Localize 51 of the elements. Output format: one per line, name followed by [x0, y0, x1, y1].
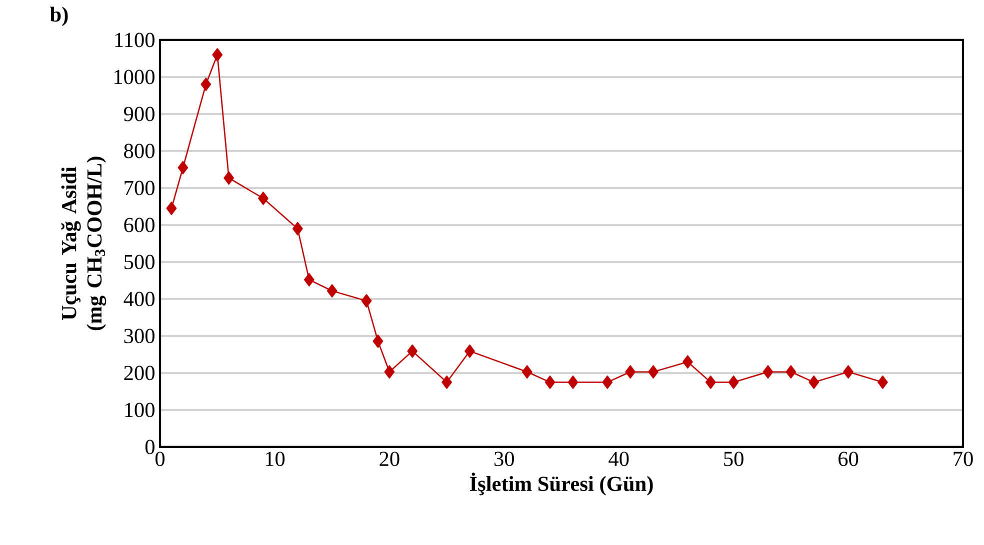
- point: [464, 344, 475, 358]
- y-tick-label: 1100: [115, 32, 154, 48]
- point: [625, 365, 636, 379]
- point: [326, 284, 338, 298]
- x-tick-label: 60: [838, 452, 858, 466]
- y-tick-label: 700: [124, 180, 154, 196]
- point: [200, 78, 212, 92]
- point: [292, 222, 303, 236]
- x-tick-label: 30: [494, 452, 514, 466]
- point: [522, 365, 532, 379]
- y-tick-label: 500: [124, 254, 154, 270]
- text: b): [50, 6, 68, 26]
- x-tick-label: 70: [954, 452, 973, 466]
- x-tick-label: 50: [724, 452, 744, 466]
- x-tick-label: 10: [266, 452, 285, 466]
- point: [682, 355, 693, 369]
- y-tick-label: 100: [125, 402, 154, 418]
- point: [212, 48, 223, 62]
- point: [166, 202, 177, 216]
- point: [705, 376, 716, 389]
- y-tick-label: 300: [124, 328, 154, 344]
- x-axis-title: İşletim Süresi (Gün): [470, 472, 653, 496]
- point: [178, 160, 188, 174]
- x-tick-label: 20: [380, 452, 400, 466]
- point: [602, 376, 613, 389]
- y-tick-label: 900: [124, 106, 154, 122]
- x-tick-label: 0: [155, 452, 165, 466]
- point: [544, 376, 556, 389]
- point: [786, 365, 796, 379]
- point: [361, 294, 372, 308]
- point: [728, 376, 739, 389]
- point: [808, 376, 820, 389]
- y-tick-label: 400: [124, 292, 154, 306]
- point: [568, 376, 578, 389]
- y-tick-label: 1000: [114, 70, 154, 84]
- y-tick-label: 0: [145, 440, 154, 454]
- point: [372, 334, 384, 348]
- point: [304, 273, 314, 286]
- point: [762, 365, 774, 379]
- point: [442, 376, 452, 389]
- y-tick-label: 200: [124, 366, 154, 380]
- point: [258, 192, 268, 206]
- point: [407, 344, 418, 358]
- point: [648, 365, 658, 379]
- point: [384, 365, 395, 379]
- point: [878, 376, 888, 389]
- x-tick-label: 40: [608, 452, 629, 466]
- y-tick-label: 800: [124, 144, 154, 158]
- y-tick-label: 600: [124, 218, 154, 232]
- point: [224, 171, 234, 185]
- point: [843, 365, 854, 379]
